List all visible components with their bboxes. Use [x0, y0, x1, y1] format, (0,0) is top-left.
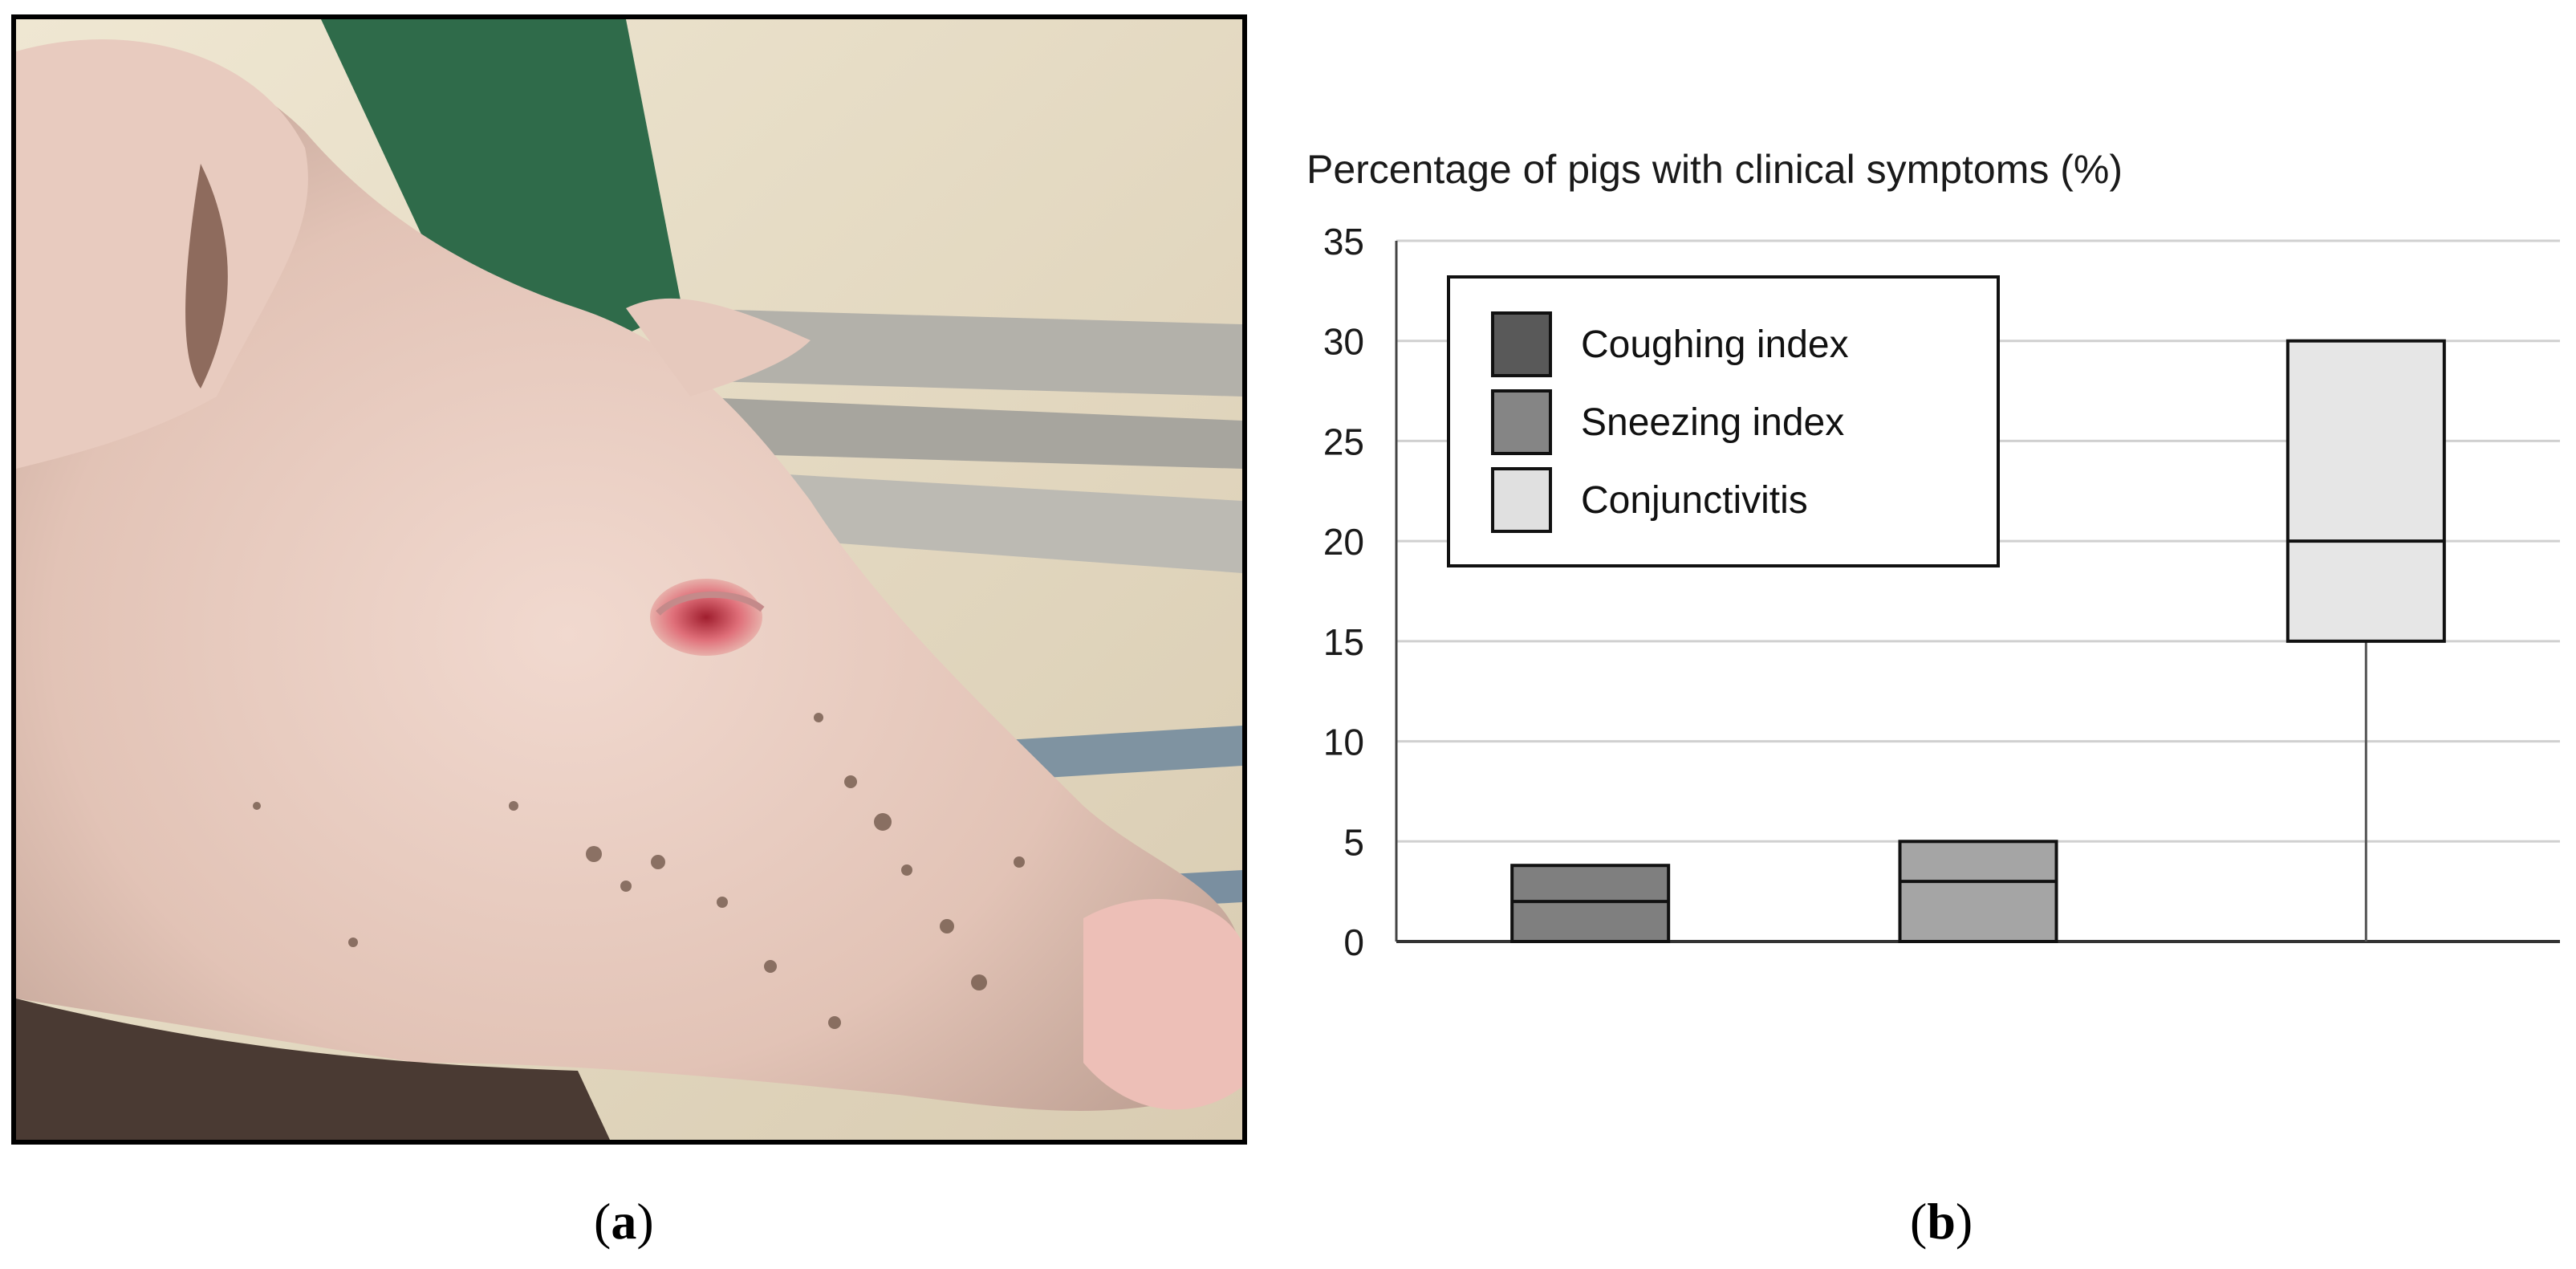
- box-rect: [1510, 864, 1671, 944]
- caption-b-open: (: [1910, 1193, 1928, 1250]
- y-tick-label: 20: [1323, 521, 1364, 563]
- caption-b-close: ): [1955, 1193, 1973, 1250]
- legend-label: Sneezing index: [1581, 401, 1844, 444]
- chart-title: Percentage of pigs with clinical symptom…: [1306, 147, 2123, 192]
- legend-swatch: [1491, 311, 1552, 377]
- y-tick-label: 0: [1343, 921, 1364, 963]
- y-tick-label: 35: [1323, 221, 1364, 262]
- y-tick-label: 5: [1343, 821, 1364, 863]
- box-conjunctivitis: [2285, 339, 2446, 942]
- symptom-chart-svg: Percentage of pigs with clinical symptom…: [1306, 147, 2560, 963]
- pig-photo: [11, 14, 1247, 1145]
- legend-swatch: [1491, 389, 1552, 455]
- pig-photo-illustration: [16, 19, 1242, 1140]
- y-tick-label: 30: [1323, 321, 1364, 363]
- legend-label: Coughing index: [1581, 323, 1849, 366]
- legend-label: Conjunctivitis: [1581, 479, 1808, 522]
- box-rect: [2285, 339, 2446, 643]
- box-coughing-index: [1510, 864, 1671, 944]
- legend: Coughing index Sneezing index Conjunctivit…: [1447, 275, 2000, 567]
- caption-a-letter: a: [611, 1193, 637, 1250]
- box-sneezing-index: [1898, 840, 2058, 943]
- y-tick-label: 25: [1323, 421, 1364, 462]
- caption-b-letter: b: [1927, 1193, 1956, 1250]
- symptom-chart: Percentage of pigs with clinical symptom…: [1284, 128, 2576, 1011]
- box-rect: [1898, 840, 2058, 943]
- caption-a-close: ): [636, 1193, 654, 1250]
- caption-a: (a): [594, 1192, 654, 1251]
- caption-a-open: (: [594, 1193, 611, 1250]
- caption-b: (b): [1910, 1192, 1973, 1251]
- legend-swatch: [1491, 467, 1552, 533]
- y-tick-label: 10: [1323, 722, 1364, 763]
- y-tick-label: 15: [1323, 621, 1364, 663]
